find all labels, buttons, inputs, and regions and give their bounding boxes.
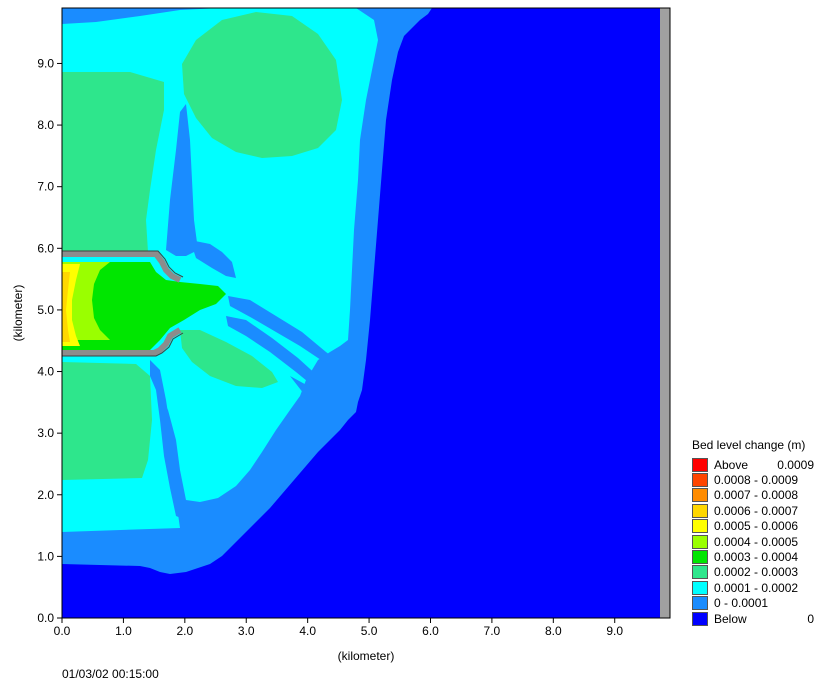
y-tick-label: 3.0 xyxy=(37,426,54,440)
y-axis: 0.0 1.0 2.0 3.0 4.0 5.0 6.0 7.0 8.0 9.0 xyxy=(37,56,62,625)
x-tick-label: 9.0 xyxy=(606,624,623,638)
channel-lower xyxy=(150,360,190,520)
zone-00002-00003-upper xyxy=(182,12,342,158)
zone-00002-00003-lower-left xyxy=(62,362,152,480)
x-tick-label: 2.0 xyxy=(176,624,193,638)
y-tick-label: 4.0 xyxy=(37,365,54,379)
y-tick-label: 0.0 xyxy=(37,611,54,625)
channel-upper xyxy=(166,104,198,256)
y-axis-title: (kilometer) xyxy=(11,285,25,342)
jet-streak-4 xyxy=(290,376,350,418)
x-tick-label: 7.0 xyxy=(484,624,501,638)
jet-streak-3 xyxy=(226,316,330,390)
legend-entry: 0.0006 - 0.0007 xyxy=(692,503,814,518)
legend-label: 0.0007 - 0.0008 xyxy=(714,488,799,503)
breakwater-outline xyxy=(62,250,184,357)
legend-entry: 0.0004 - 0.0005 xyxy=(692,534,814,549)
legend-entry: Above 0.0009 xyxy=(692,457,814,472)
legend-entry: 0 - 0.0001 xyxy=(692,596,814,611)
legend-label: Below xyxy=(714,611,747,626)
legend-swatch xyxy=(692,580,708,595)
legend-value: 0.0009 xyxy=(777,457,814,472)
legend-swatch xyxy=(692,611,708,626)
legend-label: 0.0006 - 0.0007 xyxy=(714,503,799,518)
x-tick-label: 6.0 xyxy=(422,624,439,638)
jet-streak-2 xyxy=(228,296,334,362)
legend-entry: 0.0002 - 0.0003 xyxy=(692,565,814,580)
plot-frame xyxy=(61,7,671,619)
legend-label: 0.0004 - 0.0005 xyxy=(714,534,799,549)
legend-entry: 0.0007 - 0.0008 xyxy=(692,488,814,503)
legend-entry: Below 0 xyxy=(692,611,814,626)
x-tick-label: 5.0 xyxy=(361,624,378,638)
breakwater xyxy=(62,251,182,356)
y-tick-label: 9.0 xyxy=(37,56,54,70)
legend-swatch xyxy=(692,519,708,534)
legend-entry: 0.0005 - 0.0006 xyxy=(692,519,814,534)
x-axis: 0.0 1.0 2.0 3.0 4.0 5.0 6.0 7.0 8.0 9.0 xyxy=(54,618,623,638)
legend-label: 0 - 0.0001 xyxy=(714,596,769,611)
zone-00006-00007 xyxy=(62,272,70,342)
legend-label: 0.0008 - 0.0009 xyxy=(714,473,799,488)
x-tick-label: 3.0 xyxy=(238,624,255,638)
x-axis-title: (kilometer) xyxy=(338,649,395,663)
y-tick-label: 8.0 xyxy=(37,118,54,132)
boundary-strip xyxy=(660,8,670,618)
x-tick-label: 4.0 xyxy=(299,624,316,638)
legend-entry: 0.0003 - 0.0004 xyxy=(692,549,814,565)
legend-swatch xyxy=(692,473,708,488)
legend-label: 0.0001 - 0.0002 xyxy=(714,580,799,595)
y-tick-label: 6.0 xyxy=(37,241,54,255)
legend-swatch xyxy=(692,503,708,518)
x-tick-label: 0.0 xyxy=(54,624,71,638)
jet-streak-1 xyxy=(190,240,236,278)
zone-00002-00003-left xyxy=(62,72,164,252)
legend-label: 0.0003 - 0.0004 xyxy=(714,550,799,565)
zone-00002-00003-lower xyxy=(180,330,278,388)
x-tick-label: 8.0 xyxy=(545,624,562,638)
legend-value: 0 xyxy=(807,611,814,626)
legend-title: Bed level change (m) xyxy=(692,438,806,452)
y-tick-label: 7.0 xyxy=(37,180,54,194)
legend-swatch xyxy=(692,457,708,472)
legend-entry: 0.0008 - 0.0009 xyxy=(692,472,814,488)
legend-entry: 0.0001 - 0.0002 xyxy=(692,580,814,595)
zone-00003-00004 xyxy=(62,262,226,350)
legend-label: 0.0005 - 0.0006 xyxy=(714,519,799,534)
legend-swatch xyxy=(692,550,708,565)
legend-swatch xyxy=(692,565,708,580)
legend-label: Above xyxy=(714,457,749,472)
y-tick-label: 5.0 xyxy=(37,303,54,317)
legend-swatch xyxy=(692,488,708,503)
legend-label: 0.0002 - 0.0003 xyxy=(714,565,799,580)
contour-field xyxy=(62,8,670,618)
x-tick-label: 1.0 xyxy=(115,624,132,638)
legend-entries: Above 0.0009 0.0008 - 0.0009 0.0007 - 0.000… xyxy=(692,457,814,626)
legend-swatch xyxy=(692,596,708,611)
y-tick-label: 1.0 xyxy=(37,549,54,563)
legend: Bed level change (m) Above 0.0009 0.0008 -… xyxy=(692,438,814,626)
timestamp: 01/03/02 00:15:00 xyxy=(62,667,159,681)
legend-swatch xyxy=(692,534,708,549)
y-tick-label: 2.0 xyxy=(37,488,54,502)
